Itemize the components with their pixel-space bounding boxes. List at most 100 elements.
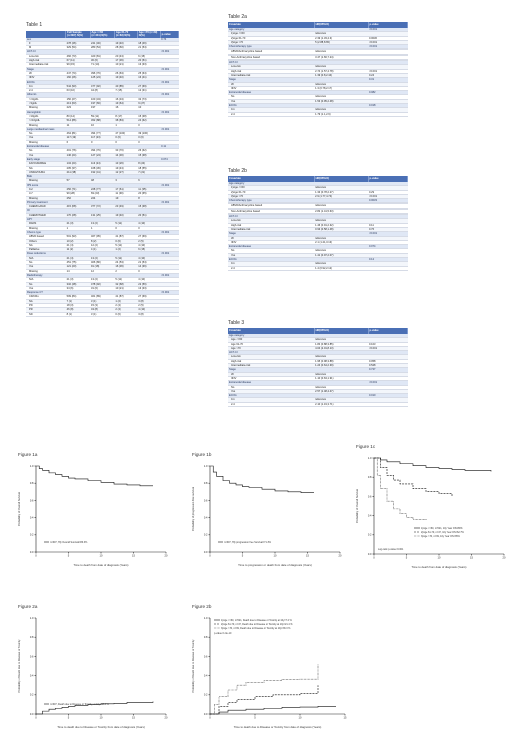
table2a-header-2: p-value [368, 22, 408, 28]
table-cell: Intermediate-risk [228, 73, 315, 79]
x-tick-label: 5 [254, 716, 256, 720]
table-cell: reference [314, 94, 368, 100]
table-cell [228, 48, 315, 51]
table-row: No 401 (76) 394 (76) 33 (70) 26 (62) [26, 148, 179, 154]
table-row: 0-1 reference [228, 397, 408, 403]
table-cell [160, 75, 179, 81]
table-cell: 8 (17) [114, 114, 138, 120]
table-cell: reference [314, 107, 368, 113]
table-cell [160, 226, 179, 231]
table-cell: High-risk [26, 58, 66, 64]
table-row: Yes 34 (6) 31 (6) 10 (21) 13 (33) [26, 286, 179, 292]
table-cell: <0.001 [160, 200, 179, 206]
table-cell: 2.9 (1.77,4.74) [314, 194, 368, 200]
table-cell: 16 (36) [114, 264, 138, 270]
table-cell: 15 (3) [90, 303, 115, 309]
table-cell: 160 (26) [65, 75, 91, 81]
table-cell: 6 (15) [137, 247, 161, 253]
table-cell: 2)Age 61-70 [228, 190, 315, 195]
y-tick-label: 1.0 [204, 616, 208, 620]
table-row: Large mediastinal mass <0.001 [26, 127, 179, 133]
table-row: Early stage 0.074 [26, 157, 179, 163]
table-cell [65, 144, 91, 150]
table-cell [114, 67, 138, 73]
table-cell [90, 92, 115, 98]
table-row: Missing 6 0 0 0 [26, 140, 179, 146]
table-cell [137, 273, 161, 279]
table-row: Missing 1 1 0 0 [26, 226, 179, 231]
table-row: <3g/dL 213 (63) 197 (66) 19 (64) 9 (27) [26, 101, 179, 107]
table-cell: 0.058 [368, 359, 408, 365]
table-cell: Low-risk [228, 354, 315, 360]
table-cell: <0.001 [368, 40, 408, 46]
table-cell: 44 (8) [90, 88, 115, 94]
table3-header-0: Covariate [228, 328, 315, 334]
table-cell: <0.001 [160, 80, 179, 85]
table-cell: 228 (77) [90, 187, 115, 193]
table-row: Chemo type <0.001 [26, 230, 179, 236]
table-cell: 5 (11) [114, 256, 138, 262]
x-tick-label: 10 [299, 716, 302, 720]
table-row: ECOG 0.12 [228, 257, 408, 263]
table-cell [160, 58, 179, 64]
table-cell: 41 (87) [114, 234, 138, 240]
table-cell: 10 (2) [65, 239, 91, 244]
table-row [228, 48, 408, 51]
table-cell: N/A [26, 256, 66, 262]
table-cell: 18 (46) [137, 41, 161, 47]
table-cell [114, 273, 138, 279]
table-cell: 5 (11) [114, 221, 138, 227]
y-tick-label: 0.0 [204, 712, 208, 716]
table-cell [160, 303, 179, 309]
table-row: No reference [228, 248, 408, 254]
table-cell [160, 148, 179, 154]
x-axis-label: Time to death from date of diagnosis (Ye… [74, 563, 129, 567]
table-cell: reference [314, 49, 368, 55]
x-tick-label: 0 [209, 554, 211, 558]
table-cell: N/A [26, 277, 66, 283]
table-row: Missing 11 10 1 0 [26, 123, 179, 128]
table-row: No 332 (48) 478 (92) 32 (68) 22 (56) [26, 282, 179, 287]
table-cell: 127 (24) [90, 153, 115, 158]
table-cell: 394 (77) [90, 131, 115, 137]
table-cell: 19 (40) [114, 41, 138, 47]
table1: Full Sample (n=807) N(%) Age <=60 (n=431)… [26, 31, 180, 317]
table-cell: 7 (21) [137, 170, 161, 176]
series-line-0 [36, 701, 154, 715]
legend-label: 2)Age 61-70, n=47, 10y Year OS=62.7% [421, 531, 465, 534]
table-cell [160, 221, 179, 227]
table-cell: Age category [228, 28, 315, 33]
table-cell [314, 244, 368, 250]
table-cell: 10 (21) [114, 62, 138, 68]
series-line-0 [374, 457, 492, 472]
table-row: Extranodal disease 0.074 [228, 244, 408, 250]
table-cell: No [228, 248, 315, 254]
table-cell: 48 [90, 178, 115, 184]
x-tick-label: 5 [68, 716, 70, 720]
table-cell: Age category [228, 182, 315, 187]
table-cell [90, 273, 115, 279]
table-cell: High-risk [228, 69, 315, 75]
table-cell: sex [26, 37, 66, 42]
table-cell: 0.11 [368, 223, 408, 229]
table-cell [368, 213, 408, 216]
table-cell: 20 (43) [114, 54, 138, 60]
table-cell: <0.001 [160, 67, 179, 73]
table-cell: I/II [228, 372, 315, 378]
table-cell: 0 [137, 123, 161, 128]
y-tick-label: 0.8 [30, 635, 34, 639]
table-cell: 19 (40) [114, 75, 138, 81]
table-row: sex 0.74 [26, 37, 179, 42]
table-cell: 99 (15) [65, 62, 91, 68]
table-cell: 71 (14) [90, 62, 115, 68]
table-row: PR 46 (8) 43 (8) 2 (4) 4 (10) [26, 307, 179, 313]
table-cell: <0.001 [160, 183, 179, 189]
table-cell: 1.4 (0.92,2.12) [314, 266, 368, 271]
table-cell: Stage [26, 67, 66, 73]
x-tick-label: 10 [100, 716, 103, 720]
figure-title: Figure 1b [192, 452, 212, 457]
table-cell: 12 (2) [90, 243, 115, 249]
table-cell: 39 (100) [137, 131, 161, 137]
table-cell: 415 (68) [65, 204, 91, 210]
table-row: Yes 1.53 (0.95,2.48) [228, 99, 408, 105]
